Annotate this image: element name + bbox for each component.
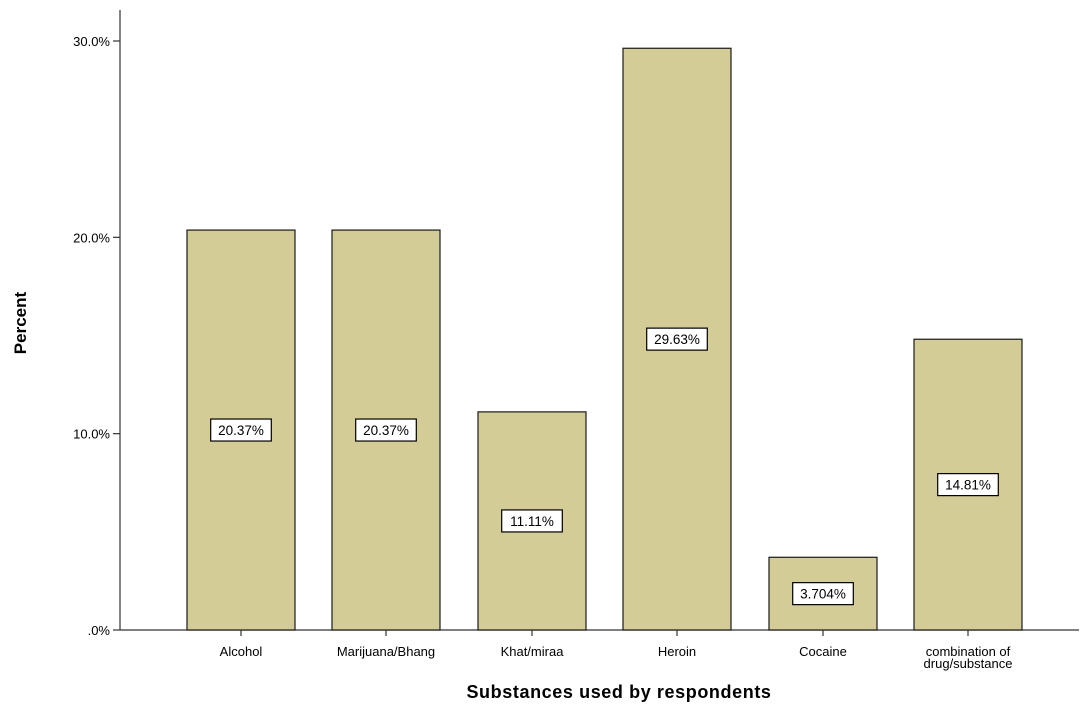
bar-data-label-box [501,509,563,533]
bar-data-label: 20.37% [355,418,417,442]
bar-data-label-text: 14.81% [945,478,991,493]
bar-data-label: 14.81% [937,473,999,497]
x-tick-label: drug/substance [924,656,1013,671]
bar-data-label-text: 20.37% [218,423,264,438]
bar-data-label-text: 11.11% [510,514,554,529]
x-tick-label: Heroin [658,644,696,659]
bar-data-label-text: 29.63% [654,332,700,347]
y-tick-label: 20.0% [73,230,110,245]
bar-data-label-box [937,473,999,497]
bar-data-label-box [210,418,272,442]
y-tick-label: 30.0% [73,34,110,49]
bar-data-label: 29.63% [646,327,708,351]
bars-group [186,47,1023,631]
bar-labels-group: 20.37% 20.37% 11.11% 29.63% 3.704% 14.81% [210,327,999,606]
x-tick-label: Alcohol [220,644,263,659]
y-tick-label: .0% [88,623,111,638]
bar-data-label-box [792,582,854,606]
x-axis-title: Substances used by respondents [466,682,771,702]
x-tick-label: combination of [926,644,1011,659]
y-tick-label: 10.0% [73,427,110,442]
y-axis-title: Percent [11,291,30,354]
bar-data-label-text: 3.704% [800,587,846,602]
y-axis: .0% 10.0% 20.0% 30.0% [73,34,120,638]
x-axis: Alcohol Marijuana/Bhang Khat/miraa Heroin Co… [220,630,1013,671]
x-tick-label: Khat/miraa [501,644,565,659]
bar-data-label-text: 20.37% [363,423,409,438]
bar-data-label: 20.37% [210,418,272,442]
bar-data-label: 11.11% [501,509,563,533]
x-tick-label: Cocaine [799,644,847,659]
bar-data-label: 3.704% [792,582,854,606]
bar-data-label-box [355,418,417,442]
bar-data-label-box [646,327,708,351]
x-tick-label: Marijuana/Bhang [337,644,435,659]
